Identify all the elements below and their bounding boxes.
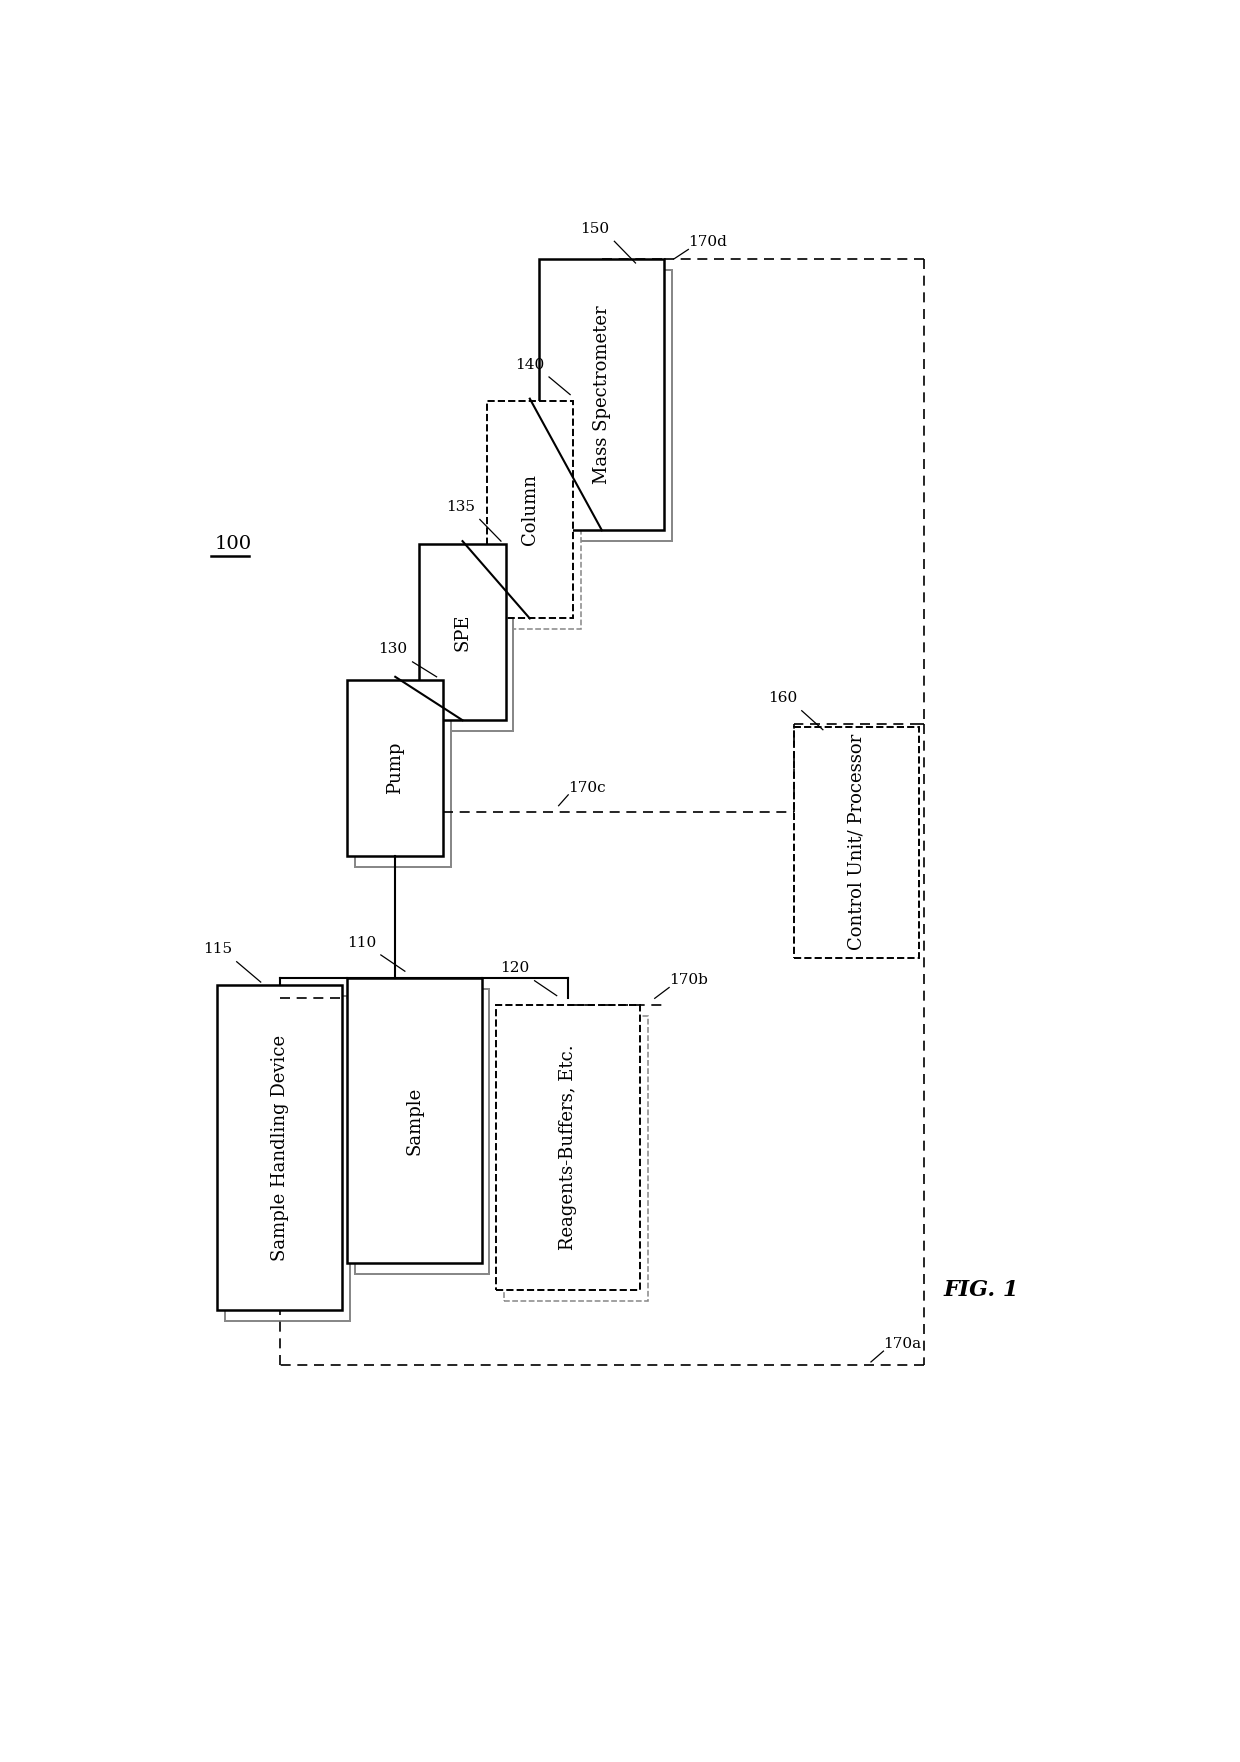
Text: Sample: Sample: [405, 1087, 424, 1154]
Bar: [547, 270, 672, 541]
Text: 170c: 170c: [568, 781, 606, 795]
Bar: [347, 680, 444, 856]
Text: 140: 140: [515, 358, 544, 372]
Bar: [427, 555, 513, 731]
Text: 110: 110: [347, 936, 376, 950]
Bar: [419, 544, 506, 721]
Text: SPE: SPE: [454, 613, 471, 650]
Bar: [226, 996, 350, 1322]
Text: Column: Column: [521, 474, 539, 546]
Bar: [794, 728, 919, 959]
Bar: [503, 1017, 649, 1300]
Text: Pump: Pump: [386, 742, 404, 795]
Text: 115: 115: [203, 943, 232, 957]
Bar: [347, 978, 482, 1263]
Text: Control Unit/ Processor: Control Unit/ Processor: [847, 735, 866, 950]
Text: 135: 135: [446, 500, 475, 515]
Bar: [355, 988, 490, 1274]
Text: Sample Handling Device: Sample Handling Device: [270, 1034, 289, 1260]
Text: Reagents-Buffers, Etc.: Reagents-Buffers, Etc.: [559, 1045, 578, 1251]
Bar: [355, 691, 451, 867]
Bar: [496, 1004, 640, 1290]
Text: 170d: 170d: [688, 236, 727, 250]
Text: 150: 150: [580, 222, 610, 236]
Text: 170b: 170b: [670, 973, 708, 987]
Bar: [495, 412, 580, 629]
Bar: [217, 985, 342, 1311]
Text: 130: 130: [378, 643, 408, 657]
Bar: [539, 259, 665, 530]
Text: Mass Spectrometer: Mass Spectrometer: [593, 305, 611, 485]
Bar: [486, 402, 573, 618]
Text: 120: 120: [501, 962, 529, 976]
Text: 100: 100: [215, 536, 252, 553]
Text: 170a: 170a: [883, 1337, 921, 1351]
Text: FIG. 1: FIG. 1: [944, 1279, 1019, 1300]
Text: 160: 160: [768, 691, 797, 705]
